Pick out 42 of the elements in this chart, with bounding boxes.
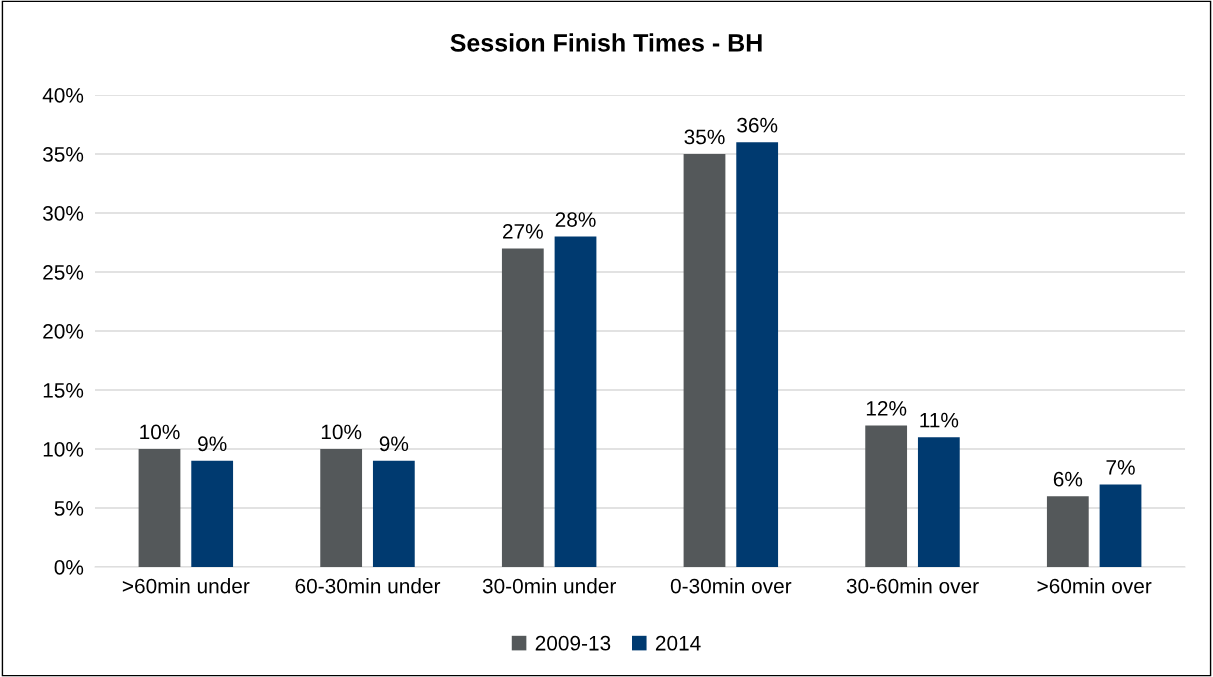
bar bbox=[372, 460, 415, 567]
x-tick-label: >60min over bbox=[1037, 578, 1152, 594]
x-tick-label: 30-60min over bbox=[846, 578, 979, 594]
x-tick-label: 60-30min under bbox=[295, 578, 441, 594]
x-tick-label: 30-0min under bbox=[482, 578, 616, 594]
bar bbox=[917, 437, 960, 567]
bar bbox=[683, 154, 726, 567]
data-label: 10% bbox=[321, 424, 362, 440]
data-label: 11% bbox=[920, 412, 959, 428]
data-label: 27% bbox=[503, 223, 543, 239]
y-tick-label: 20% bbox=[43, 324, 84, 339]
y-tick-label: 40% bbox=[42, 88, 84, 103]
data-label: 6% bbox=[1053, 471, 1083, 487]
data-label: 35% bbox=[684, 129, 725, 145]
bar bbox=[554, 236, 597, 567]
x-tick-label: >60min under bbox=[122, 578, 250, 594]
data-label: 9% bbox=[379, 436, 409, 452]
bar bbox=[320, 449, 363, 567]
bar bbox=[1099, 484, 1142, 567]
y-tick-label: 5% bbox=[54, 501, 84, 516]
y-tick-label: 0% bbox=[54, 560, 84, 575]
data-label: 9% bbox=[198, 436, 227, 452]
data-label: 36% bbox=[737, 117, 778, 133]
data-label: 12% bbox=[866, 400, 907, 416]
bar bbox=[191, 460, 234, 567]
y-tick-label: 25% bbox=[43, 265, 84, 280]
bar bbox=[865, 425, 908, 567]
y-tick-label: 15% bbox=[43, 383, 84, 398]
y-tick-label: 10% bbox=[43, 442, 84, 457]
data-label: 28% bbox=[555, 212, 596, 227]
legend-label: 2014 bbox=[655, 635, 701, 651]
x-tick-label: 0-30min over bbox=[670, 578, 792, 594]
chart-title: Session Finish Times - BH bbox=[450, 33, 762, 52]
bar bbox=[1046, 496, 1089, 567]
y-tick-label: 35% bbox=[42, 147, 84, 162]
data-label: 10% bbox=[140, 424, 180, 440]
y-tick-label: 30% bbox=[42, 206, 84, 221]
legend-label: 2009-13 bbox=[535, 635, 611, 651]
bar bbox=[501, 248, 544, 567]
bar bbox=[138, 449, 181, 567]
bar bbox=[736, 142, 779, 567]
data-label: 7% bbox=[1106, 460, 1135, 475]
